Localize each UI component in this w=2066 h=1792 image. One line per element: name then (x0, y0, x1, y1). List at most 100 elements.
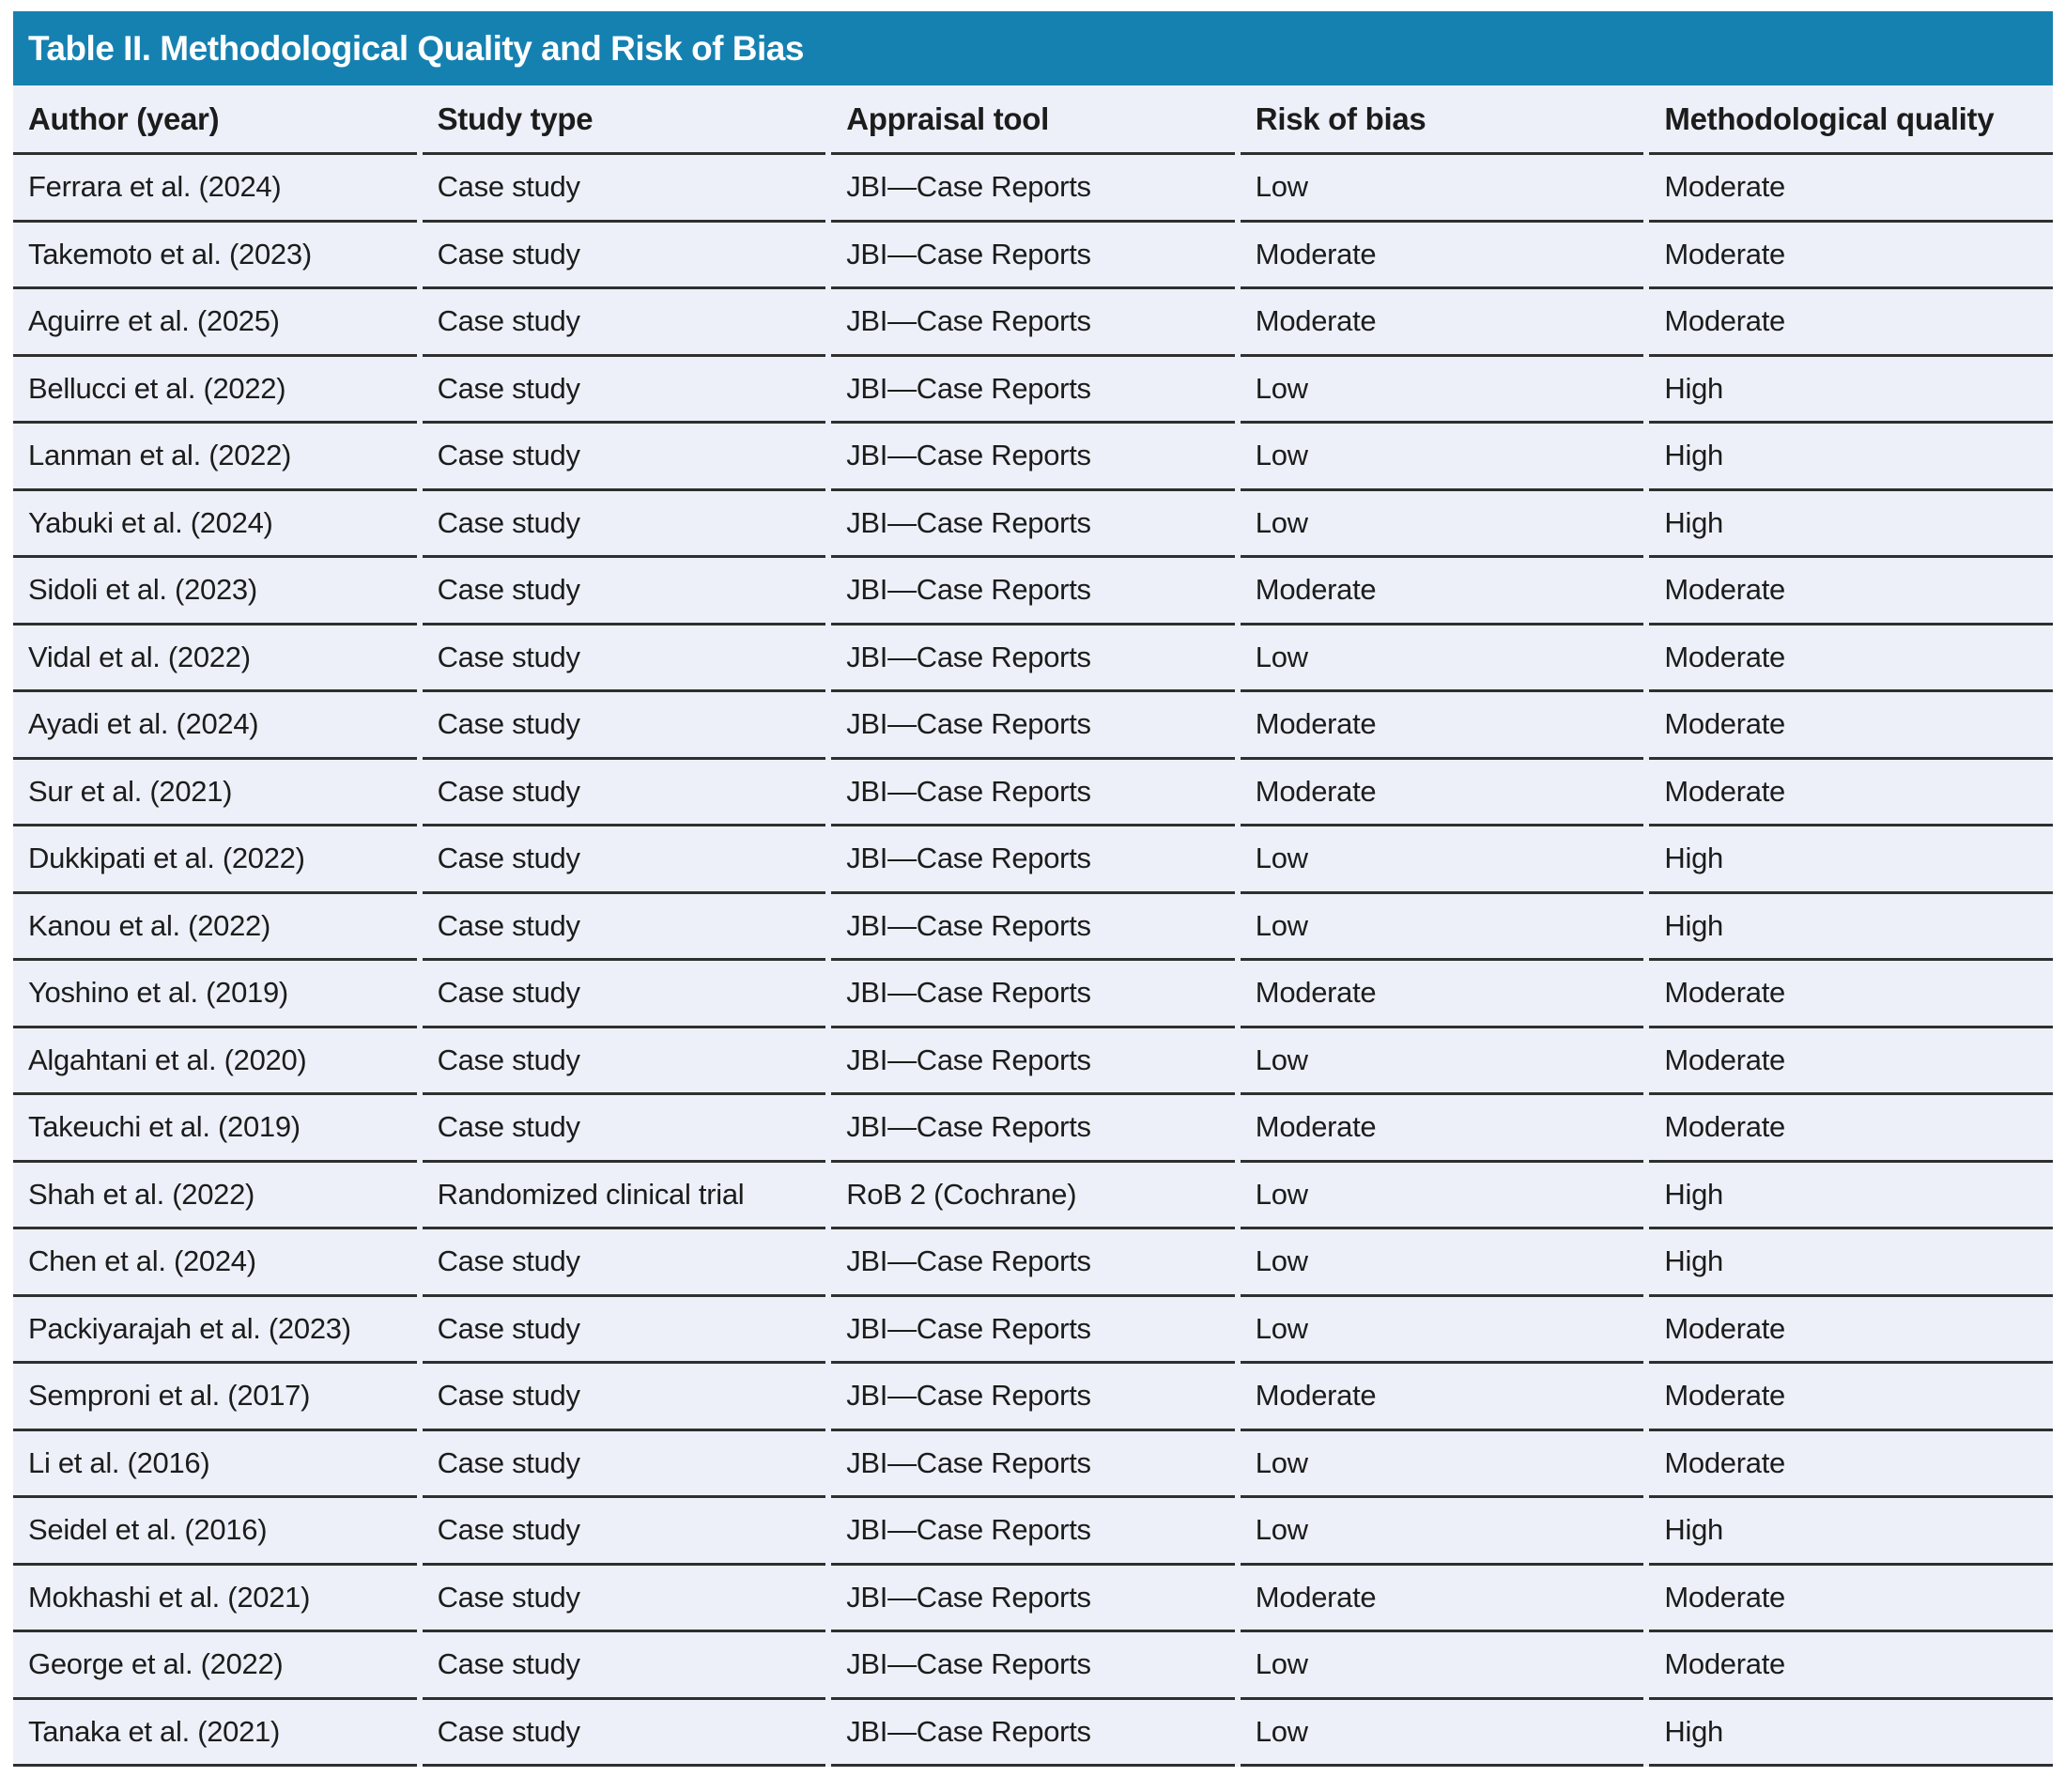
cell-methodological-quality: High (1649, 1498, 2053, 1566)
cell-methodological-quality: High (1649, 1163, 2053, 1229)
cell-study-type: Case study (422, 692, 826, 760)
cell-appraisal-tool: JBI—Case Reports (831, 692, 1235, 760)
cell-author: Kanou et al. (2022) (13, 894, 417, 961)
cell-author: Vidal et al. (2022) (13, 626, 417, 692)
cell-appraisal-tool: JBI—Case Reports (831, 1229, 1235, 1297)
column-header-methodological-quality: Methodological quality (1649, 85, 2053, 155)
table-row: Semproni et al. (2017) Case study JBI—Ca… (13, 1364, 2053, 1431)
cell-methodological-quality: Moderate (1649, 626, 2053, 692)
column-header-appraisal-tool: Appraisal tool (831, 85, 1235, 155)
cell-author: Lanman et al. (2022) (13, 424, 417, 491)
cell-risk-of-bias: Moderate (1240, 1095, 1644, 1163)
cell-methodological-quality: Moderate (1649, 961, 2053, 1028)
cell-study-type: Case study (422, 1229, 826, 1297)
cell-appraisal-tool: JBI—Case Reports (831, 961, 1235, 1028)
cell-study-type: Case study (422, 289, 826, 357)
cell-appraisal-tool: RoB 2 (Cochrane) (831, 1163, 1235, 1229)
cell-risk-of-bias: Low (1240, 894, 1644, 961)
cell-author: Li et al. (2016) (13, 1431, 417, 1498)
table-row: Takeuchi et al. (2019) Case study JBI—Ca… (13, 1095, 2053, 1163)
cell-methodological-quality: Moderate (1649, 1364, 2053, 1431)
cell-appraisal-tool: JBI—Case Reports (831, 558, 1235, 626)
cell-methodological-quality: Moderate (1649, 760, 2053, 826)
table-row: Sidoli et al. (2023) Case study JBI—Case… (13, 558, 2053, 626)
table-row: Takemoto et al. (2023) Case study JBI—Ca… (13, 222, 2053, 289)
column-header-study-type: Study type (422, 85, 826, 155)
table-row: Ferrara et al. (2024) Case study JBI—Cas… (13, 155, 2053, 223)
table-row: Sur et al. (2021) Case study JBI—Case Re… (13, 759, 2053, 826)
cell-study-type: Case study (422, 1028, 826, 1095)
cell-author: Mokhashi et al. (2021) (13, 1566, 417, 1632)
cell-appraisal-tool: JBI—Case Reports (831, 155, 1235, 223)
cell-appraisal-tool: JBI—Case Reports (831, 1498, 1235, 1566)
cell-methodological-quality: Moderate (1649, 1028, 2053, 1095)
cell-study-type: Case study (422, 1632, 826, 1700)
cell-methodological-quality: Moderate (1649, 1431, 2053, 1498)
table-row: George et al. (2022) Case study JBI—Case… (13, 1632, 2053, 1700)
table-row: Mokhashi et al. (2021) Case study JBI—Ca… (13, 1565, 2053, 1632)
cell-risk-of-bias: Low (1240, 491, 1644, 558)
cell-risk-of-bias: Moderate (1240, 223, 1644, 289)
table-row: Ayadi et al. (2024) Case study JBI—Case … (13, 692, 2053, 760)
cell-study-type: Case study (422, 1700, 826, 1767)
cell-author: Ayadi et al. (2024) (13, 692, 417, 760)
cell-study-type: Case study (422, 223, 826, 289)
cell-methodological-quality: High (1649, 424, 2053, 491)
cell-risk-of-bias: Moderate (1240, 961, 1644, 1028)
table-row: Vidal et al. (2022) Case study JBI—Case … (13, 625, 2053, 692)
cell-study-type: Case study (422, 626, 826, 692)
table-row: Chen et al. (2024) Case study JBI—Case R… (13, 1229, 2053, 1297)
cell-author: Seidel et al. (2016) (13, 1498, 417, 1566)
cell-author: Takeuchi et al. (2019) (13, 1095, 417, 1163)
cell-appraisal-tool: JBI—Case Reports (831, 1431, 1235, 1498)
table-row: Yoshino et al. (2019) Case study JBI—Cas… (13, 961, 2053, 1028)
cell-risk-of-bias: Low (1240, 826, 1644, 894)
table-row: Tanaka et al. (2021) Case study JBI—Case… (13, 1699, 2053, 1767)
cell-appraisal-tool: JBI—Case Reports (831, 223, 1235, 289)
cell-author: Yoshino et al. (2019) (13, 961, 417, 1028)
cell-appraisal-tool: JBI—Case Reports (831, 894, 1235, 961)
cell-appraisal-tool: JBI—Case Reports (831, 1632, 1235, 1700)
cell-methodological-quality: High (1649, 357, 2053, 424)
quality-risk-table: Table II. Methodological Quality and Ris… (13, 11, 2053, 1767)
cell-study-type: Case study (422, 424, 826, 491)
table-row: Li et al. (2016) Case study JBI—Case Rep… (13, 1430, 2053, 1498)
cell-risk-of-bias: Moderate (1240, 558, 1644, 626)
cell-appraisal-tool: JBI—Case Reports (831, 424, 1235, 491)
cell-study-type: Case study (422, 894, 826, 961)
cell-study-type: Case study (422, 961, 826, 1028)
cell-risk-of-bias: Low (1240, 1431, 1644, 1498)
cell-study-type: Case study (422, 1566, 826, 1632)
cell-author: Sur et al. (2021) (13, 760, 417, 826)
cell-risk-of-bias: Moderate (1240, 760, 1644, 826)
cell-methodological-quality: High (1649, 1229, 2053, 1297)
cell-appraisal-tool: JBI—Case Reports (831, 1028, 1235, 1095)
cell-appraisal-tool: JBI—Case Reports (831, 1095, 1235, 1163)
cell-appraisal-tool: JBI—Case Reports (831, 1364, 1235, 1431)
table-row: Bellucci et al. (2022) Case study JBI—Ca… (13, 356, 2053, 424)
cell-appraisal-tool: JBI—Case Reports (831, 1566, 1235, 1632)
cell-author: Dukkipati et al. (2022) (13, 826, 417, 894)
cell-methodological-quality: Moderate (1649, 223, 2053, 289)
cell-author: Ferrara et al. (2024) (13, 155, 417, 223)
cell-author: Aguirre et al. (2025) (13, 289, 417, 357)
cell-author: Bellucci et al. (2022) (13, 357, 417, 424)
cell-author: Algahtani et al. (2020) (13, 1028, 417, 1095)
cell-risk-of-bias: Low (1240, 1028, 1644, 1095)
cell-methodological-quality: High (1649, 826, 2053, 894)
cell-author: George et al. (2022) (13, 1632, 417, 1700)
cell-risk-of-bias: Moderate (1240, 1566, 1644, 1632)
cell-study-type: Case study (422, 155, 826, 223)
cell-methodological-quality: High (1649, 491, 2053, 558)
cell-author: Semproni et al. (2017) (13, 1364, 417, 1431)
table-row: Dukkipati et al. (2022) Case study JBI—C… (13, 826, 2053, 894)
cell-methodological-quality: High (1649, 1700, 2053, 1767)
cell-study-type: Case study (422, 357, 826, 424)
cell-study-type: Case study (422, 1297, 826, 1364)
cell-risk-of-bias: Low (1240, 1229, 1644, 1297)
cell-risk-of-bias: Low (1240, 424, 1644, 491)
cell-risk-of-bias: Low (1240, 1498, 1644, 1566)
cell-risk-of-bias: Moderate (1240, 692, 1644, 760)
cell-risk-of-bias: Low (1240, 1297, 1644, 1364)
